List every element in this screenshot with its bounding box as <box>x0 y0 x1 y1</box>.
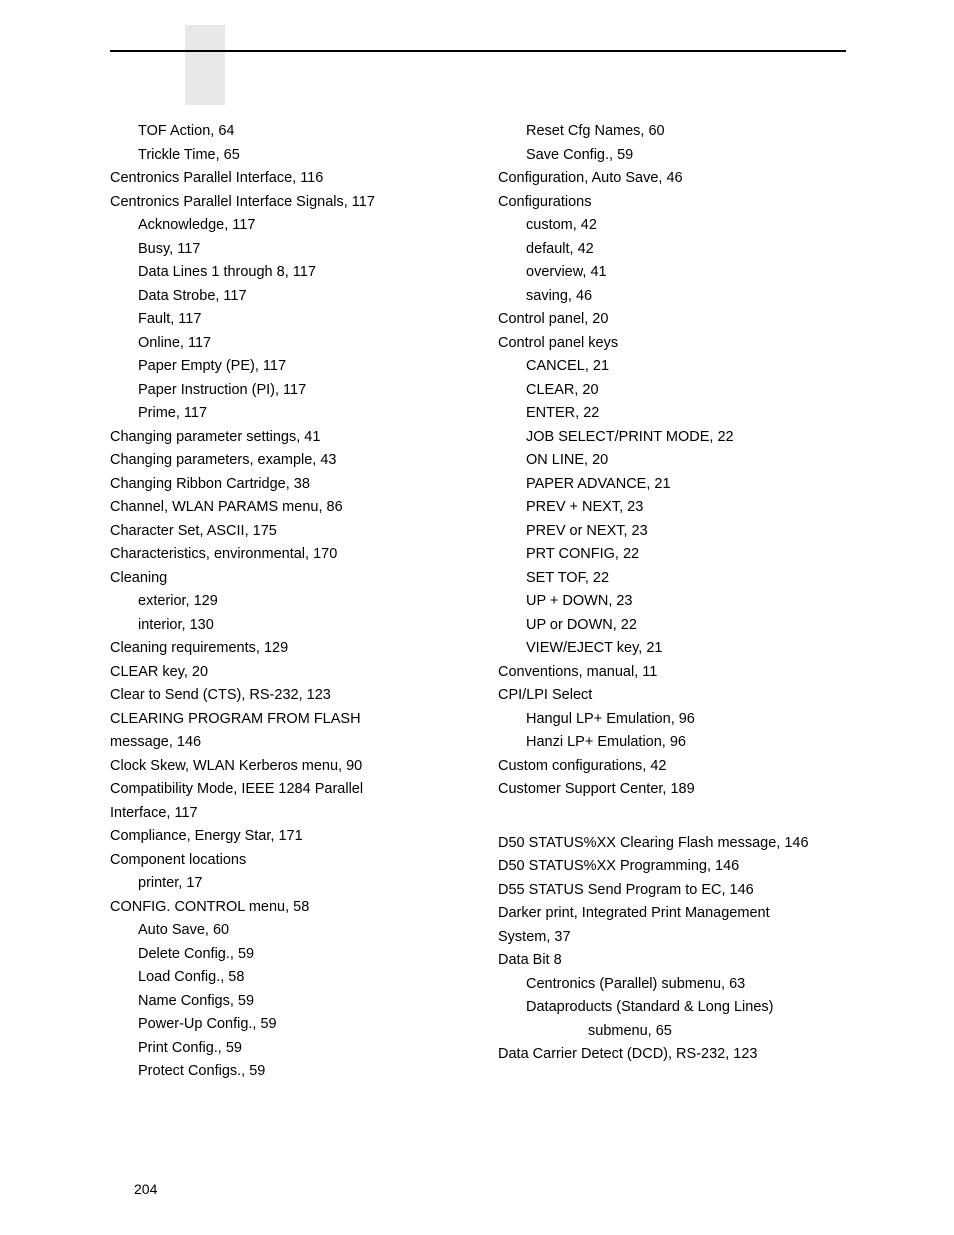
index-entry: PRT CONFIG, 22 <box>498 543 846 567</box>
index-entry: CLEAR key, 20 <box>110 661 458 685</box>
index-entry: Clock Skew, WLAN Kerberos menu, 90 <box>110 755 458 779</box>
index-entry: Save Config., 59 <box>498 144 846 168</box>
index-entry: Hanzi LP+ Emulation, 96 <box>498 731 846 755</box>
index-entry: Online, 117 <box>110 332 458 356</box>
index-right-column: Reset Cfg Names, 60Save Config., 59Confi… <box>498 120 846 1084</box>
index-entry: default, 42 <box>498 238 846 262</box>
index-entry: Conventions, manual, 11 <box>498 661 846 685</box>
index-entry: Paper Instruction (PI), 117 <box>110 379 458 403</box>
index-entry: Centronics (Parallel) submenu, 63 <box>498 973 846 997</box>
header-divider <box>110 50 846 52</box>
index-entry: Clear to Send (CTS), RS-232, 123 <box>110 684 458 708</box>
index-entry: D50 STATUS%XX Programming, 146 <box>498 855 846 879</box>
index-entry: D55 STATUS Send Program to EC, 146 <box>498 879 846 903</box>
index-entry: Control panel keys <box>498 332 846 356</box>
index-content: TOF Action, 64Trickle Time, 65Centronics… <box>110 120 846 1084</box>
index-entry: Prime, 117 <box>110 402 458 426</box>
index-entry: CPI/LPI Select <box>498 684 846 708</box>
index-entry: Paper Empty (PE), 117 <box>110 355 458 379</box>
index-entry: System, 37 <box>498 926 846 950</box>
index-entry: Cleaning requirements, 129 <box>110 637 458 661</box>
index-entry: Acknowledge, 117 <box>110 214 458 238</box>
index-entry: Compliance, Energy Star, 171 <box>110 825 458 849</box>
index-entry: Configurations <box>498 191 846 215</box>
index-left-column: TOF Action, 64Trickle Time, 65Centronics… <box>110 120 458 1084</box>
index-entry: UP + DOWN, 23 <box>498 590 846 614</box>
page-number: 204 <box>134 1181 157 1197</box>
index-entry: CLEAR, 20 <box>498 379 846 403</box>
index-entry: custom, 42 <box>498 214 846 238</box>
index-entry: Compatibility Mode, IEEE 1284 Parallel <box>110 778 458 802</box>
index-entry: Changing Ribbon Cartridge, 38 <box>110 473 458 497</box>
index-entry: VIEW/EJECT key, 21 <box>498 637 846 661</box>
index-entry: Component locations <box>110 849 458 873</box>
index-entry: Name Configs, 59 <box>110 990 458 1014</box>
index-entry: CONFIG. CONTROL menu, 58 <box>110 896 458 920</box>
index-entry: overview, 41 <box>498 261 846 285</box>
index-entry: Channel, WLAN PARAMS menu, 86 <box>110 496 458 520</box>
index-entry: saving, 46 <box>498 285 846 309</box>
index-entry: CLEARING PROGRAM FROM FLASH <box>110 708 458 732</box>
index-entry: Data Bit 8 <box>498 949 846 973</box>
index-entry: Control panel, 20 <box>498 308 846 332</box>
index-entry: Centronics Parallel Interface, 116 <box>110 167 458 191</box>
index-entry: Hangul LP+ Emulation, 96 <box>498 708 846 732</box>
index-entry: Reset Cfg Names, 60 <box>498 120 846 144</box>
index-entry: interior, 130 <box>110 614 458 638</box>
index-entry: ON LINE, 20 <box>498 449 846 473</box>
index-entry: Delete Config., 59 <box>110 943 458 967</box>
index-entry: Data Carrier Detect (DCD), RS-232, 123 <box>498 1043 846 1067</box>
index-entry: Characteristics, environmental, 170 <box>110 543 458 567</box>
index-entry: Changing parameters, example, 43 <box>110 449 458 473</box>
index-entry: Darker print, Integrated Print Managemen… <box>498 902 846 926</box>
index-entry: message, 146 <box>110 731 458 755</box>
index-entry: exterior, 129 <box>110 590 458 614</box>
index-entry: submenu, 65 <box>498 1020 846 1044</box>
index-entry: PREV or NEXT, 23 <box>498 520 846 544</box>
index-entry: ENTER, 22 <box>498 402 846 426</box>
index-entry: Auto Save, 60 <box>110 919 458 943</box>
index-entry: Busy, 117 <box>110 238 458 262</box>
index-entry: Changing parameter settings, 41 <box>110 426 458 450</box>
index-entry: printer, 17 <box>110 872 458 896</box>
index-entry: Power-Up Config., 59 <box>110 1013 458 1037</box>
index-entry: Trickle Time, 65 <box>110 144 458 168</box>
index-entry: Print Config., 59 <box>110 1037 458 1061</box>
section-gap <box>498 802 846 832</box>
index-entry: Cleaning <box>110 567 458 591</box>
index-entry: Interface, 117 <box>110 802 458 826</box>
index-entry: Centronics Parallel Interface Signals, 1… <box>110 191 458 215</box>
index-entry: PAPER ADVANCE, 21 <box>498 473 846 497</box>
index-entry: SET TOF, 22 <box>498 567 846 591</box>
index-entry: TOF Action, 64 <box>110 120 458 144</box>
index-entry: Custom configurations, 42 <box>498 755 846 779</box>
index-entry: JOB SELECT/PRINT MODE, 22 <box>498 426 846 450</box>
index-entry: Load Config., 58 <box>110 966 458 990</box>
index-entry: Character Set, ASCII, 175 <box>110 520 458 544</box>
index-entry: Configuration, Auto Save, 46 <box>498 167 846 191</box>
index-entry: Data Lines 1 through 8, 117 <box>110 261 458 285</box>
index-entry: Dataproducts (Standard & Long Lines) <box>498 996 846 1020</box>
index-entry: D50 STATUS%XX Clearing Flash message, 14… <box>498 832 846 856</box>
index-entry: Fault, 117 <box>110 308 458 332</box>
index-entry: UP or DOWN, 22 <box>498 614 846 638</box>
index-entry: Protect Configs., 59 <box>110 1060 458 1084</box>
index-entry: Customer Support Center, 189 <box>498 778 846 802</box>
header-tab <box>185 25 225 105</box>
index-entry: CANCEL, 21 <box>498 355 846 379</box>
index-entry: Data Strobe, 117 <box>110 285 458 309</box>
index-entry: PREV + NEXT, 23 <box>498 496 846 520</box>
